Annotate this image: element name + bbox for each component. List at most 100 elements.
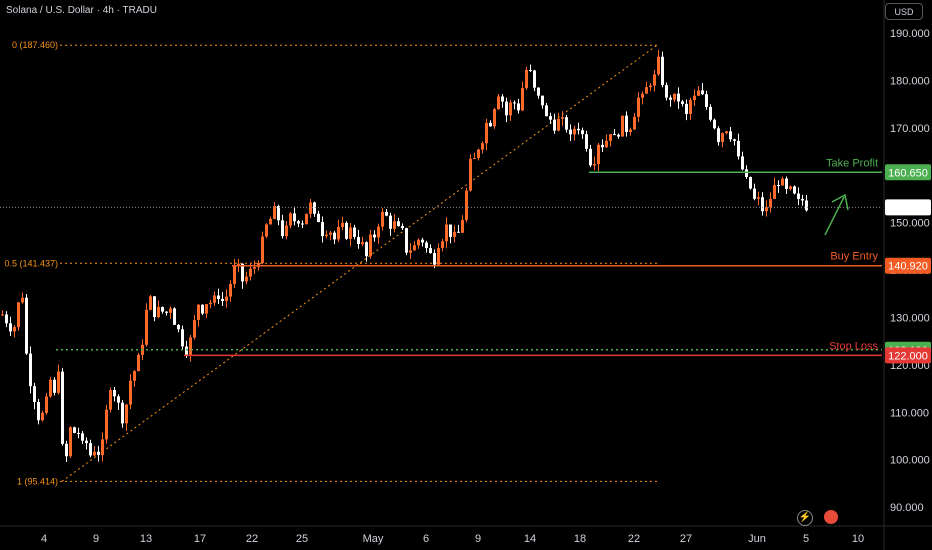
candle-body [477,149,480,159]
y-tick-label: 170.000 [890,123,930,135]
y-tick-label: 150.000 [890,218,930,230]
candle-body [725,131,728,134]
candle-body [1,314,4,316]
candle-body [665,85,668,98]
candle-body [101,439,104,455]
candle-body [437,248,440,265]
x-tick-label: 18 [574,533,586,545]
currency-button[interactable]: USD [885,3,923,20]
candle-body [693,95,696,101]
candle-body [305,213,308,225]
candle-body [97,451,100,455]
candle-body [161,306,164,312]
candle-body [801,198,804,201]
candle-body [9,323,12,332]
candle-body [337,226,340,240]
candle-body [329,232,332,235]
candle-body [565,117,568,130]
candle-body [769,198,772,208]
candle-body [765,207,768,212]
candle-body [309,202,312,214]
candle-body [133,371,136,381]
candle-body [301,223,304,225]
candle-body [225,296,228,301]
candle-body [13,327,16,332]
candle-body [201,304,204,314]
candle-body [405,228,408,253]
candle-body [153,296,156,318]
candle-body [573,128,576,135]
candle-body [653,74,656,86]
candle-body [733,139,736,141]
fib-level-label: 0.5 (141.437) [4,258,58,268]
candle-body [273,206,276,219]
x-tick-label: 9 [93,533,99,545]
candle-body [209,302,212,305]
candle-body [805,200,808,211]
lightning-icon[interactable]: ⚡ [797,510,813,526]
candle-body [45,396,48,413]
buy-entry-label: Buy Entry [830,251,878,263]
candle-body [537,87,540,96]
tradingview-logo-icon[interactable] [824,510,838,524]
candle-body [757,197,760,199]
candle-body [553,119,556,131]
candle-body [213,295,216,303]
candle-body [661,56,664,86]
candle-body [517,103,520,111]
x-tick-label: 6 [423,533,429,545]
candle-body [789,186,792,189]
candle-body [633,116,636,130]
x-tick-label: 5 [803,533,809,545]
candle-body [505,101,508,116]
candle-body [189,337,192,355]
candle-body [425,242,428,249]
candle-body [673,93,676,100]
candle-body [761,197,764,212]
candle-body [285,225,288,237]
candle-body [669,97,672,100]
candle-body [625,115,628,132]
candle-body [609,134,612,141]
candle-body [369,234,372,257]
candle-body [233,265,236,285]
y-tick-label: 110.000 [890,407,929,419]
candle-body [181,329,184,347]
candle-body [33,386,36,403]
candle-body [313,202,316,214]
candle-body [109,389,112,410]
candle-body [125,404,128,424]
candle-body [49,379,52,397]
candle-body [557,118,560,131]
candle-body [749,176,752,189]
candle-body [149,296,152,310]
candle-body [113,389,116,397]
candle-body [357,236,360,245]
candle-body [37,402,40,421]
candle-body [709,106,712,120]
candle-body [493,109,496,127]
stop-loss-label: Stop Loss [829,340,878,352]
candle-body [509,102,512,116]
candle-body [721,133,724,143]
candle-body [713,119,716,129]
x-tick-label: 27 [680,533,692,545]
stop-loss-price-tag-bg [885,347,931,364]
candle-body [741,156,744,170]
candle-body [577,128,580,131]
candle-body [645,87,648,94]
candle-body [261,236,264,263]
candle-body [293,213,296,222]
candle-body [453,231,456,237]
x-tick-label: 13 [140,533,152,545]
take-profit-label: Take Profit [826,157,878,169]
y-tick-label: 130.000 [890,312,930,324]
candle-body [361,242,364,245]
y-tick-label: 190.000 [890,28,930,40]
x-tick-label: 22 [628,533,640,545]
candle-body [89,443,92,456]
candle-body [317,213,320,223]
candle-body [193,319,196,338]
candle-body [649,85,652,88]
